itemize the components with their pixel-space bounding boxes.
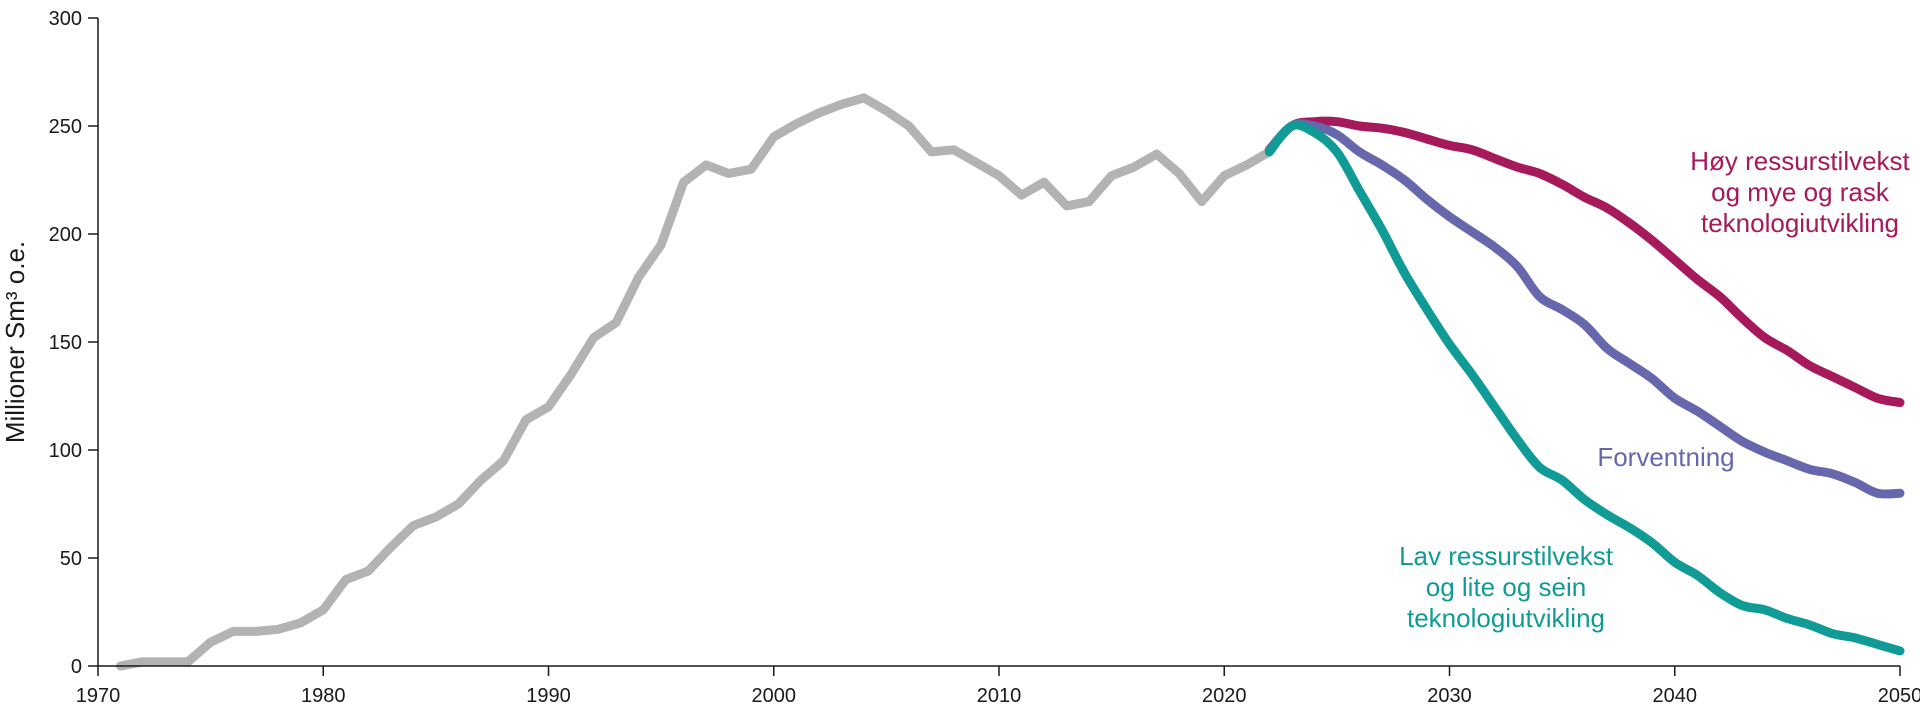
x-tick-label: 2020 [1202, 685, 1247, 707]
annotation-expected: Forventning [1597, 442, 1734, 472]
x-tick-label: 2010 [977, 685, 1022, 707]
annotation-high: Høy ressurstilvekst og mye og rask teknolo… [1690, 146, 1910, 238]
series-line-expected [1264, 119, 1905, 499]
y-tick-label: 200 [49, 224, 82, 246]
series-line-historical [116, 93, 1274, 671]
x-tick-label: 1980 [301, 685, 346, 707]
series-layer [116, 93, 1905, 671]
x-tick-label: 2030 [1427, 685, 1472, 707]
x-tick-label: 1990 [526, 685, 571, 707]
y-tick-label: 300 [49, 8, 82, 30]
y-axis-label: Millioner Sm³ o.e. [0, 241, 30, 443]
x-tick-label: 1970 [76, 685, 121, 707]
y-tick-label: 0 [71, 656, 82, 678]
y-tick-label: 50 [60, 548, 82, 570]
y-tick-label: 100 [49, 440, 82, 462]
series-line-high [1264, 116, 1905, 407]
x-tick-label: 2040 [1653, 685, 1698, 707]
annotation-low: Lav ressurstilvekst og lite og sein teknol… [1399, 541, 1614, 633]
x-tick-label: 2050 [1878, 685, 1920, 707]
series-line-low [1264, 120, 1905, 656]
y-tick-label: 250 [49, 116, 82, 138]
annotation-line: teknologiutvikling [1407, 603, 1605, 633]
annotation-line: Høy ressurstilvekst [1690, 146, 1910, 176]
ticks-layer: 0 50 100 150 200 250 300 1970 1980 1990 2000 2010 20… [49, 8, 1920, 707]
annotation-line: Forventning [1597, 442, 1734, 472]
y-tick-label: 150 [49, 332, 82, 354]
annotation-line: teknologiutvikling [1701, 208, 1899, 238]
annotation-layer: Høy ressurstilvekst og mye og rask teknolo… [1399, 146, 1910, 633]
annotation-line: og mye og rask [1711, 177, 1890, 207]
annotation-line: Lav ressurstilvekst [1399, 541, 1614, 571]
x-tick-label: 2000 [752, 685, 797, 707]
annotation-line: og lite og sein [1426, 572, 1586, 602]
